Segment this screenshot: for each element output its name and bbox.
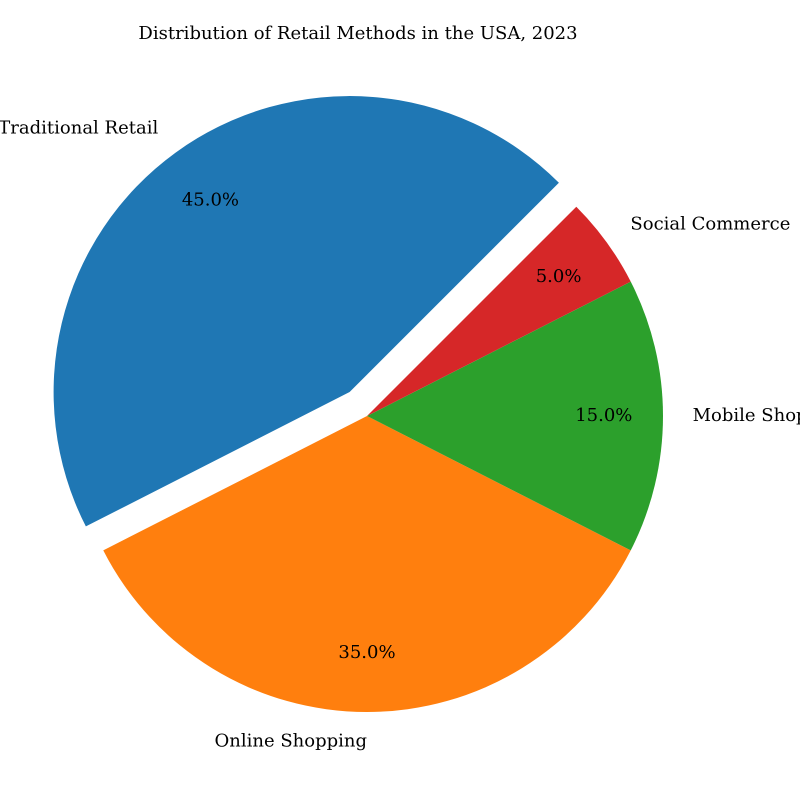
pie-labels: Traditional Retail 45.0% Online Shopping 35… [0,118,800,752]
label-mobile-shopping: Mobile Shopping [693,405,800,426]
slice-online-shopping [103,416,631,712]
pie-slices [53,96,663,712]
label-traditional-retail: Traditional Retail [0,118,158,139]
chart-title: Distribution of Retail Methods in the US… [138,23,577,44]
pct-traditional-retail: 45.0% [182,189,239,210]
slice-traditional-retail [53,96,559,527]
pct-social-commerce: 5.0% [536,266,582,287]
pct-online-shopping: 35.0% [338,642,395,663]
pct-mobile-shopping: 15.0% [575,405,632,426]
label-online-shopping: Online Shopping [214,731,367,752]
label-social-commerce: Social Commerce [630,214,790,235]
slice-social-commerce [367,206,631,416]
slice-mobile-shopping [367,281,663,551]
